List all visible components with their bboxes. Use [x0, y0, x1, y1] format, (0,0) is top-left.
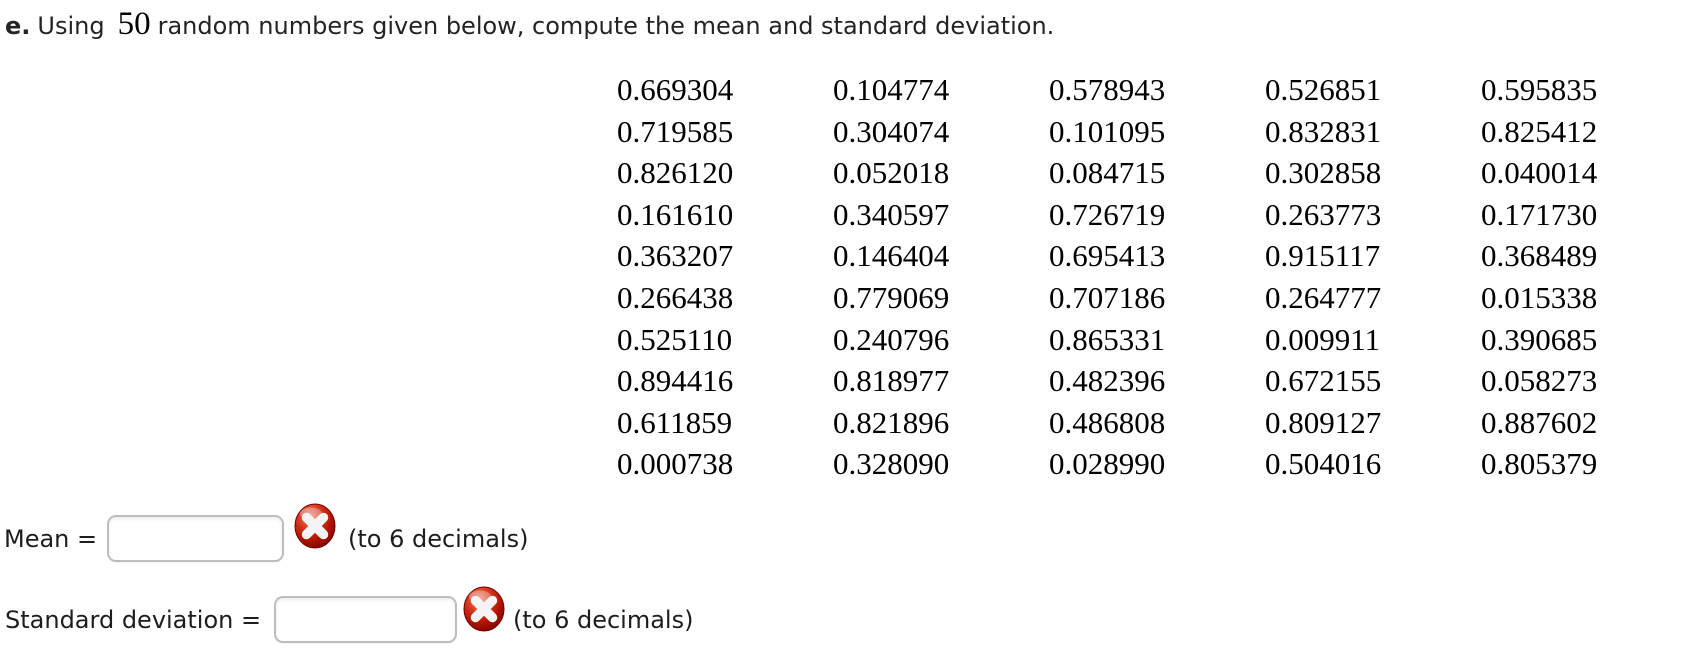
random-number-cell: 0.526851	[1265, 72, 1382, 107]
table-row: 0.000738 0.328090 0.028990 0.504016 0.805379	[617, 443, 1597, 485]
random-number-cell: 0.672155	[1265, 363, 1382, 399]
random-number-cell: 0.669304	[617, 72, 734, 107]
question-title: e. Using 50 random numbers given below, com…	[5, 8, 1054, 41]
random-number-cell: 0.171730	[1481, 196, 1598, 232]
random-number-cell: 0.058273	[1481, 363, 1598, 399]
table-row: 0.363207 0.146404 0.695413 0.915117 0.368489	[617, 235, 1597, 277]
random-number-cell: 0.826120	[617, 155, 734, 191]
random-number-cell: 0.363207	[617, 238, 734, 274]
random-number-cell: 0.368489	[1481, 238, 1598, 274]
random-number-cell: 0.101095	[1049, 113, 1166, 149]
random-number-cell: 0.894416	[617, 363, 734, 399]
table-row: 0.719585 0.304074 0.101095 0.832831 0.825412	[617, 111, 1597, 153]
random-number-cell: 0.719585	[617, 113, 734, 149]
standard-deviation-input[interactable]	[274, 596, 457, 643]
random-number-cell: 0.486808	[1049, 404, 1166, 440]
random-number-cell: 0.595835	[1481, 72, 1598, 107]
random-number-cell: 0.328090	[833, 446, 950, 482]
mean-format-note: (to 6 decimals)	[348, 524, 529, 553]
random-number-cell: 0.390685	[1481, 321, 1598, 357]
table-row: 0.525110 0.240796 0.865331 0.009911 0.390685	[617, 319, 1597, 361]
title-text-before-count: Using	[37, 12, 105, 40]
standard-deviation-format-note: (to 6 decimals)	[513, 605, 694, 634]
random-number-cell: 0.009911	[1265, 321, 1381, 357]
random-number-cell: 0.161610	[617, 196, 734, 232]
random-number-cell: 0.240796	[833, 321, 950, 357]
table-row: 0.161610 0.340597 0.726719 0.263773 0.171730	[617, 194, 1597, 236]
random-number-cell: 0.726719	[1049, 196, 1166, 232]
random-number-cell: 0.304074	[833, 113, 950, 149]
incorrect-x-icon	[463, 586, 505, 632]
random-number-cell: 0.052018	[833, 155, 950, 191]
random-numbers-table: 0.669304 0.104774 0.578943 0.526851 0.595835…	[617, 69, 1597, 485]
table-row: 0.266438 0.779069 0.707186 0.264777 0.015338	[617, 277, 1597, 319]
table-row: 0.894416 0.818977 0.482396 0.672155 0.058273	[617, 360, 1597, 402]
random-number-cell: 0.146404	[833, 238, 950, 274]
random-number-cell: 0.779069	[833, 279, 950, 315]
random-number-cell: 0.028990	[1049, 446, 1166, 482]
random-number-cell: 0.340597	[833, 196, 950, 232]
random-number-cell: 0.805379	[1481, 446, 1598, 482]
random-number-cell: 0.504016	[1265, 446, 1382, 482]
standard-deviation-label: Standard deviation =	[5, 605, 262, 634]
random-number-cell: 0.832831	[1265, 113, 1382, 149]
random-number-cell: 0.611859	[617, 404, 733, 440]
random-number-cell: 0.887602	[1481, 404, 1598, 440]
random-number-cell: 0.818977	[833, 363, 950, 399]
random-number-cell: 0.707186	[1049, 279, 1166, 315]
random-number-cell: 0.482396	[1049, 363, 1166, 399]
random-number-cell: 0.915117	[1265, 238, 1381, 274]
table-row: 0.611859 0.821896 0.486808 0.809127 0.887602	[617, 402, 1597, 444]
random-number-cell: 0.264777	[1265, 279, 1382, 315]
incorrect-x-icon	[294, 503, 336, 549]
mean-label: Mean =	[4, 524, 98, 553]
random-number-cell: 0.015338	[1481, 279, 1598, 315]
mean-input[interactable]	[107, 515, 284, 562]
table-row: 0.826120 0.052018 0.084715 0.302858 0.040014	[617, 152, 1597, 194]
title-text-after-count: random numbers given below, compute the …	[157, 12, 1055, 40]
random-number-cell: 0.302858	[1265, 155, 1382, 191]
random-number-cell: 0.084715	[1049, 155, 1166, 191]
random-number-cell: 0.695413	[1049, 238, 1166, 274]
random-number-cell: 0.040014	[1481, 155, 1598, 191]
random-number-cell: 0.809127	[1265, 404, 1382, 440]
random-number-cell: 0.000738	[617, 446, 734, 482]
random-number-cell: 0.266438	[617, 279, 734, 315]
random-number-cell: 0.865331	[1049, 321, 1166, 357]
random-number-cell: 0.525110	[617, 321, 733, 357]
title-count: 50	[117, 6, 151, 42]
random-number-cell: 0.104774	[833, 72, 950, 107]
random-number-cell: 0.578943	[1049, 72, 1166, 107]
table-row: 0.669304 0.104774 0.578943 0.526851 0.595835	[617, 69, 1597, 111]
question-letter: e.	[5, 12, 31, 40]
random-number-cell: 0.263773	[1265, 196, 1382, 232]
random-number-cell: 0.821896	[833, 404, 950, 440]
random-number-cell: 0.825412	[1481, 113, 1598, 149]
